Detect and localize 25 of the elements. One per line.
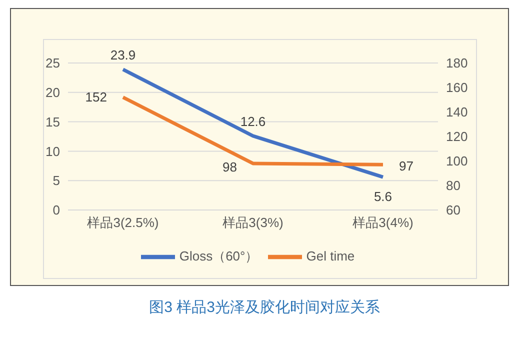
- y2-tick-label: 100: [446, 154, 468, 169]
- y2-tick-label: 180: [446, 56, 468, 71]
- legend-label: Gel time: [306, 248, 355, 264]
- y-tick-label: 15: [46, 114, 60, 130]
- text: 图3 样品3光泽及胶化时间对应关系: [148, 298, 381, 317]
- y2-tick-label: 120: [446, 129, 468, 144]
- y2-tick-label: 160: [446, 80, 468, 96]
- data-label: 23.9: [110, 47, 136, 62]
- x-tick-label: 样品3(2.5%): [87, 215, 159, 230]
- y-tick-label: 20: [46, 85, 60, 100]
- data-label: 12.6: [240, 114, 266, 129]
- y2-tick-label: 140: [446, 104, 468, 120]
- y-tick-label: 5: [52, 173, 60, 188]
- legend-label: Gloss（60°）: [179, 248, 258, 264]
- data-label: 98: [222, 159, 237, 174]
- x-tick-label: 样品3(3%): [222, 215, 284, 230]
- y-tick-label: 0: [52, 202, 60, 218]
- y2-tick-label: 80: [446, 178, 460, 194]
- data-label: 97: [399, 158, 414, 174]
- y2-tick-label: 60: [446, 202, 460, 218]
- data-label: 5.6: [374, 189, 392, 204]
- data-label: 152: [85, 89, 107, 104]
- x-tick-label: 样品3(4%): [352, 215, 414, 230]
- y-tick-label: 25: [46, 56, 60, 71]
- y-tick-label: 10: [46, 144, 60, 159]
